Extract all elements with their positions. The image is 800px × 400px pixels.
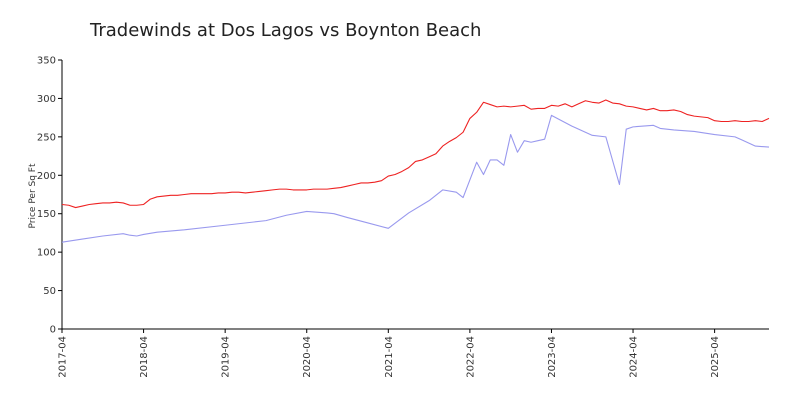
y-tick-label: 200: [37, 171, 56, 182]
series-line-2: [61, 114, 770, 243]
x-axis: 2017-04 2018-04 2019-04 2020-04 2021-04 2022-…: [58, 328, 769, 378]
series-line-1: [61, 99, 770, 209]
y-tick-label: 100: [37, 248, 56, 259]
chart-title: Tradewinds at Dos Lagos vs Boynton Beach: [89, 20, 481, 41]
y-tick-label: 250: [37, 132, 56, 143]
series-layer: [61, 99, 770, 243]
x-tick-label: 2020-04: [302, 336, 313, 378]
x-tick-label: 2017-04: [58, 336, 69, 378]
x-tick-label: 2021-04: [384, 336, 395, 378]
y-tick-label: 150: [37, 209, 56, 220]
y-axis-label: Price Per Sq Ft: [28, 163, 38, 228]
x-tick-label: 2018-04: [139, 336, 150, 378]
y-tick-label: 350: [37, 56, 56, 67]
x-tick-label: 2025-04: [710, 336, 721, 378]
x-tick-label: 2019-04: [221, 336, 232, 378]
y-tick-label: 300: [37, 94, 56, 105]
x-tick-label: 2024-04: [629, 336, 640, 378]
y-tick-label: 0: [50, 325, 56, 336]
y-tick-label: 50: [43, 286, 56, 297]
y-axis: 0 50 100 150 200 250 300 350: [37, 56, 63, 336]
x-tick-label: 2023-04: [547, 336, 558, 378]
x-tick-label: 2022-04: [465, 336, 476, 378]
